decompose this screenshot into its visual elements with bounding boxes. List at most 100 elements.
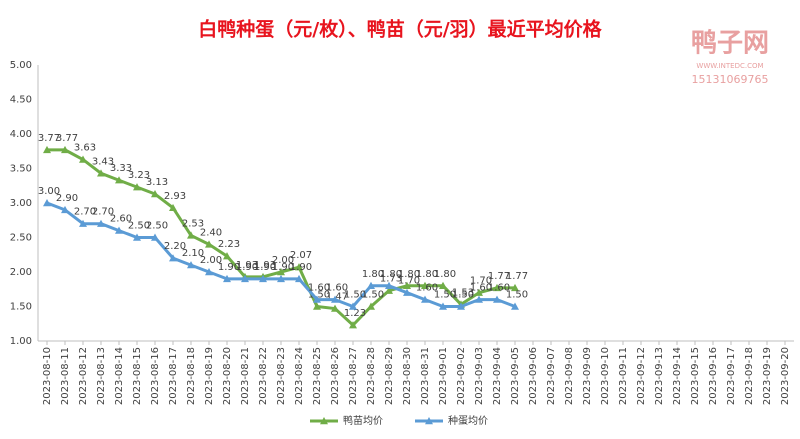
x-tick-label: 2023-09-15: [690, 347, 701, 405]
x-tick-label: 2023-08-12: [78, 347, 89, 405]
data-point: [97, 219, 105, 227]
data-label: 1.70: [398, 276, 420, 287]
data-label: 1.90: [272, 262, 294, 273]
data-label: 1.90: [290, 262, 312, 273]
data-label: 1.50: [506, 290, 528, 301]
legend-marker: [320, 417, 328, 425]
x-tick-label: 2023-08-28: [366, 347, 377, 405]
x-tick-label: 2023-09-19: [762, 347, 773, 405]
data-label: 2.20: [164, 241, 186, 252]
x-tick-label: 2023-08-15: [132, 347, 143, 405]
data-point: [277, 268, 285, 276]
data-label: 1.50: [434, 290, 456, 301]
x-tick-label: 2023-08-30: [402, 347, 413, 405]
x-tick-label: 2023-09-09: [582, 347, 593, 405]
x-tick-label: 2023-08-14: [114, 347, 125, 405]
x-tick-label: 2023-09-12: [636, 347, 647, 405]
data-label: 1.50: [362, 290, 384, 301]
x-tick-label: 2023-08-16: [150, 347, 161, 405]
data-label: 2.10: [182, 248, 204, 259]
data-point: [277, 274, 285, 283]
data-label: 1.93: [254, 260, 276, 271]
data-point: [385, 281, 393, 289]
data-label: 2.23: [218, 239, 240, 250]
data-point: [223, 274, 231, 283]
data-label: 2.40: [200, 227, 222, 238]
x-tick-label: 2023-09-03: [474, 347, 485, 405]
data-label: 2.07: [290, 250, 312, 261]
data-label: 2.50: [128, 221, 150, 232]
data-point: [511, 283, 519, 292]
x-tick-label: 2023-08-23: [276, 347, 287, 405]
data-point: [133, 233, 141, 241]
x-tick-label: 2023-09-18: [744, 347, 755, 405]
x-tick-label: 2023-09-13: [654, 347, 665, 405]
data-label: 1.60: [326, 283, 348, 294]
data-point: [43, 145, 51, 154]
data-label: 3.00: [38, 186, 60, 197]
x-tick-label: 2023-08-13: [96, 347, 107, 405]
y-tick-label: 1.50: [10, 302, 32, 313]
data-point: [97, 169, 105, 177]
data-point: [151, 233, 159, 241]
x-tick-label: 2023-09-14: [672, 347, 683, 405]
data-label: 3.77: [56, 133, 78, 144]
data-point: [457, 302, 465, 310]
data-label: 2.70: [74, 207, 96, 218]
data-point: [115, 226, 123, 234]
data-label: 3.43: [92, 156, 114, 167]
x-tick-label: 2023-08-24: [294, 347, 305, 405]
y-tick-label: 4.00: [10, 129, 32, 140]
data-point: [61, 205, 69, 214]
data-point: [223, 252, 231, 260]
data-label: 1.50: [452, 290, 474, 301]
data-label: 1.50: [308, 290, 330, 301]
data-point: [475, 288, 483, 296]
data-label: 1.90: [236, 262, 258, 273]
data-point: [151, 190, 159, 198]
data-label: 3.33: [110, 163, 132, 174]
legend-label: 鸭苗均价: [343, 414, 383, 427]
data-label: 1.93: [236, 260, 258, 271]
data-label: 1.47: [326, 292, 348, 303]
data-point: [295, 263, 303, 271]
x-tick-label: 2023-08-22: [258, 347, 269, 405]
x-tick-label: 2023-09-01: [438, 347, 449, 405]
data-label: 1.70: [470, 276, 492, 287]
y-tick-label: 3.50: [10, 164, 32, 175]
data-point: [259, 274, 267, 283]
x-tick-label: 2023-09-02: [456, 347, 467, 405]
x-tick-label: 2023-08-29: [384, 347, 395, 405]
x-tick-label: 2023-08-31: [420, 347, 431, 405]
data-label: 1.80: [380, 269, 402, 280]
data-point: [367, 302, 375, 310]
data-point: [421, 295, 429, 303]
data-point: [385, 286, 393, 294]
data-point: [43, 199, 51, 207]
data-point: [187, 261, 195, 269]
data-point: [475, 295, 483, 303]
watermark-phone: 15131069765: [692, 73, 769, 86]
x-tick-label: 2023-09-07: [546, 347, 557, 405]
y-tick-label: 3.00: [10, 198, 32, 209]
data-point: [493, 283, 501, 292]
chart-title: 白鸭种蛋（元/枚）、鸭苗（元/羽）最近平均价格: [198, 18, 602, 41]
x-tick-label: 2023-09-10: [600, 347, 611, 405]
x-tick-label: 2023-08-11: [60, 347, 71, 405]
x-tick-label: 2023-09-20: [780, 347, 791, 405]
data-point: [79, 155, 87, 163]
y-tick-label: 2.50: [10, 233, 32, 244]
data-point: [349, 302, 357, 310]
x-tick-label: 2023-08-17: [168, 347, 179, 405]
data-label: 3.77: [38, 133, 60, 144]
x-tick-label: 2023-09-08: [564, 347, 575, 405]
data-point: [439, 302, 447, 310]
data-point: [79, 219, 87, 227]
legend-label: 种蛋均价: [448, 414, 488, 427]
data-label: 3.63: [74, 143, 96, 154]
y-tick-label: 2.00: [10, 267, 32, 278]
data-label: 2.53: [182, 218, 204, 229]
data-label: 1.60: [416, 283, 438, 294]
watermark-name: 鸭子网: [691, 29, 769, 59]
